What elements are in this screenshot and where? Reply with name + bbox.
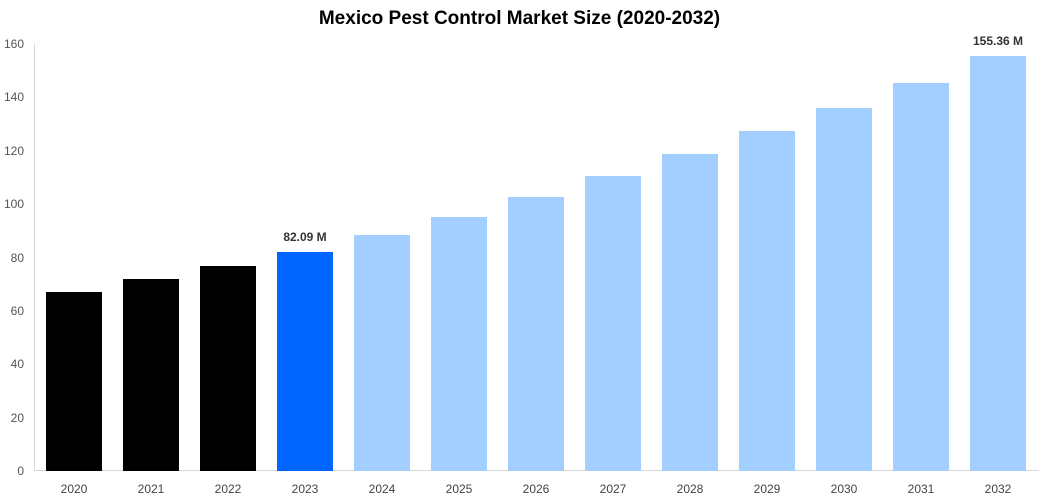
y-tick-label: 80 [10, 250, 24, 265]
bar-2026 [508, 196, 564, 471]
x-tick-label: 2023 [291, 482, 319, 496]
bar-2031 [893, 82, 949, 471]
y-tick-label: 40 [10, 357, 24, 372]
x-tick-label: 2030 [830, 482, 858, 496]
y-tick-label: 100 [3, 197, 24, 212]
x-tick-label: 2029 [753, 482, 781, 496]
x-tick-label: 2028 [676, 482, 704, 496]
y-tick-label: 20 [10, 410, 24, 425]
bar-2029 [739, 131, 795, 471]
bar-2024 [354, 235, 410, 471]
bar-2023 [277, 251, 333, 471]
y-axis-line [34, 44, 35, 471]
x-tick-label: 2020 [60, 482, 88, 496]
y-tick-label: 140 [3, 90, 24, 105]
x-tick-label: 2025 [445, 482, 473, 496]
x-tick-label: 2021 [137, 482, 165, 496]
x-tick-label: 2022 [214, 482, 242, 496]
data-label: 155.36 M [972, 34, 1024, 49]
data-label: 82.09 M [283, 229, 327, 244]
x-tick-label: 2032 [984, 482, 1012, 496]
x-tick-label: 2024 [368, 482, 396, 496]
x-tick-label: 2031 [907, 482, 935, 496]
chart-title: Mexico Pest Control Market Size (2020-20… [318, 8, 721, 29]
plot-area: 0 20 40 60 80 100 120 140 160 2020 2021 2022 2023 202… [4, 34, 1039, 496]
bar-2030 [816, 107, 872, 471]
bar-2028 [662, 153, 718, 471]
y-tick-label: 120 [3, 143, 24, 158]
y-tick-label: 0 [17, 464, 24, 478]
y-tick-label: 160 [3, 37, 24, 51]
x-tick-label: 2026 [522, 482, 550, 496]
y-tick-label: 60 [10, 303, 24, 318]
bar-2025 [431, 216, 487, 471]
x-tick-label: 2027 [599, 482, 627, 496]
bar-2021 [123, 279, 179, 471]
bar-2032 [970, 56, 1026, 471]
bar-2022 [200, 266, 256, 471]
bar-2020 [46, 291, 102, 471]
bar-2027 [585, 176, 641, 471]
